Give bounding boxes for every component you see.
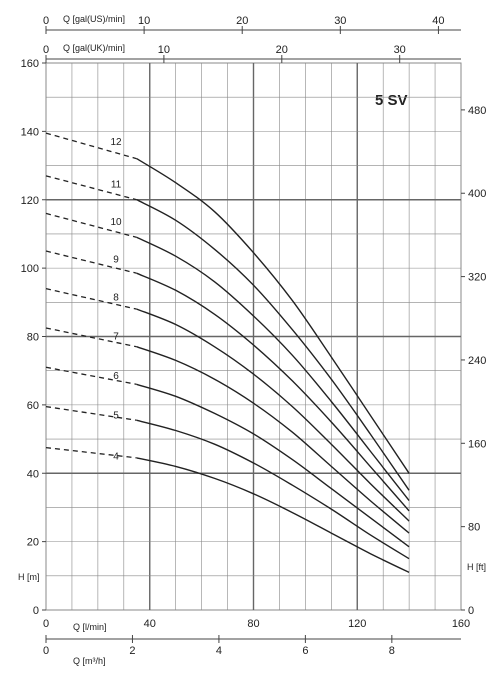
- curve-label-11: 11: [111, 179, 122, 190]
- curve-dashed-5: [45, 405, 137, 421]
- curve-12: [136, 158, 410, 474]
- top-uk-axis-tick-label: 0: [43, 44, 49, 56]
- curve-dashed-12: [45, 132, 137, 160]
- curve-10: [136, 236, 410, 502]
- bottom-m3h-axis-tick-label: 4: [216, 645, 222, 657]
- curve-5: [136, 419, 410, 560]
- left-axis-tick-label: 80: [27, 332, 39, 344]
- curve-4: [136, 457, 410, 574]
- left-axis-tick-label: 20: [27, 537, 39, 549]
- top-us-axis-tick-label: 20: [236, 15, 248, 27]
- top-uk-axis-title: Q [gal(UK)/min]: [63, 43, 125, 53]
- right-axis-tick-label: 400: [468, 188, 486, 200]
- left-axis-tick-label: 120: [21, 195, 39, 207]
- bottom-m3h-axis-title: Q [m³/h]: [73, 656, 106, 666]
- curve-dashed-10: [45, 212, 137, 238]
- curve-label-7: 7: [113, 332, 119, 343]
- bottom-m3h-axis-tick-label: 0: [43, 645, 49, 657]
- left-axis-tick-label: 60: [27, 400, 39, 412]
- left-axis-tick-label: 160: [21, 58, 39, 70]
- bottom-lpm-tick-label: 80: [247, 618, 259, 630]
- left-axis-title: H [m]: [18, 572, 40, 582]
- left-axis-tick-label: 0: [33, 605, 39, 617]
- top-us-axis-title: Q [gal(US)/min]: [63, 14, 125, 24]
- grid: [45, 62, 462, 611]
- top-uk-axis-tick-label: 20: [276, 44, 288, 56]
- left-axis-tick-label: 100: [21, 263, 39, 275]
- left-axis-tick-label: 40: [27, 468, 39, 480]
- right-axis-tick-label: 480: [468, 105, 486, 117]
- right-axis-tick-label: 0: [468, 605, 474, 617]
- right-axis-tick-label: 160: [468, 438, 486, 450]
- curve-label-5: 5: [113, 410, 119, 421]
- top-us-axis-tick-label: 10: [138, 15, 150, 27]
- bottom-lpm-axis-title: Q [l/min]: [73, 622, 107, 632]
- curve-6: [136, 383, 410, 548]
- curve-label-12: 12: [110, 137, 122, 148]
- curve-dashed-9: [45, 250, 137, 274]
- bottom-lpm-tick-label: 160: [452, 618, 470, 630]
- bottom-lpm-tick-label: 120: [348, 618, 366, 630]
- curve-dashed-6: [45, 366, 137, 386]
- curve-dashed-4: [45, 446, 137, 459]
- bottom-lpm-tick-label: 40: [144, 618, 156, 630]
- curve-8: [136, 308, 410, 522]
- curves: 4 5 6 7 8 9 10 11 12: [45, 132, 410, 574]
- top-uk-axis-tick-label: 30: [394, 44, 406, 56]
- curve-7: [136, 346, 410, 534]
- top-us-axis-tick-label: 0: [43, 15, 49, 27]
- right-axis-tick-label: 320: [468, 272, 486, 284]
- top-us-axis-tick-label: 30: [334, 15, 346, 27]
- right-axis-title: H [ft]: [467, 562, 486, 572]
- curve-dashed-7: [45, 327, 137, 348]
- right-axis-tick-label: 240: [468, 355, 486, 367]
- curve-label-10: 10: [110, 217, 122, 228]
- curve-label-4: 4: [113, 451, 119, 462]
- curve-9: [136, 272, 410, 512]
- left-axis-tick-label: 140: [21, 126, 39, 138]
- bottom-m3h-axis-tick-label: 6: [302, 645, 308, 657]
- curve-label-6: 6: [113, 371, 119, 382]
- curve-dashed-11: [45, 175, 137, 201]
- curve-label-8: 8: [113, 292, 119, 303]
- bottom-lpm-tick-label: 0: [43, 618, 49, 630]
- bottom-m3h-axis-tick-label: 2: [129, 645, 135, 657]
- bottom-m3h-axis-tick-label: 8: [389, 645, 395, 657]
- top-us-axis-tick-label: 40: [432, 15, 444, 27]
- curve-dashed-8: [45, 288, 137, 310]
- right-axis-tick-label: 80: [468, 522, 480, 534]
- axes: 0 10 20 30 400 10 20 300 2 4 6 80 40 80 120 16002040608…: [21, 15, 487, 657]
- top-uk-axis-tick-label: 10: [158, 44, 170, 56]
- chart-title: 5 SV: [375, 92, 408, 109]
- curve-11: [136, 199, 410, 491]
- curve-label-9: 9: [113, 255, 119, 266]
